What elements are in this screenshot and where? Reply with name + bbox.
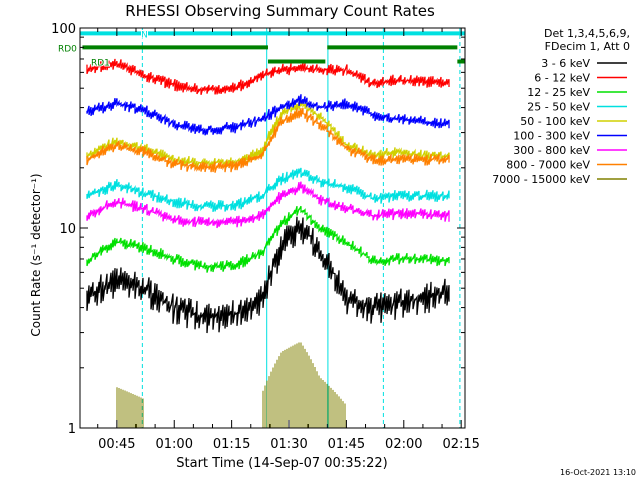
legend-header-line-1: Det 1,3,4,5,6,9, [544, 27, 630, 40]
series-line-7 [86, 107, 450, 173]
legend-label-8: 7000 - 15000 keV [492, 173, 590, 186]
flag-label-0: N [141, 30, 148, 40]
x-axis-label: Start Time (14-Sep-07 00:35:22) [176, 456, 387, 471]
flag-bars: N RD0 RD1 [57, 29, 465, 69]
series-line-3 [86, 167, 450, 213]
series-line-4 [86, 99, 450, 169]
x-tick-label-5: 02:00 [385, 437, 422, 452]
legend-label-2: 12 - 25 keV [527, 86, 590, 99]
legend-header-line-2: FDecim 1, Att 0 [545, 40, 630, 53]
legend-label-3: 25 - 50 keV [527, 101, 590, 114]
x-tick-label-6: 02:15 [442, 437, 479, 452]
legend-label-4: 50 - 100 keV [520, 115, 590, 128]
chart-title: RHESSI Observing Summary Count Rates [125, 2, 435, 20]
y-axis-label: Count Rate (s⁻¹ detector⁻¹) [29, 173, 43, 336]
legend-label-0: 3 - 6 keV [541, 57, 590, 70]
flag-label-1: RD0 [58, 44, 77, 54]
flag-label-2: RD1 [91, 58, 110, 68]
series-line-5 [86, 94, 450, 136]
legend-label-7: 800 - 7000 keV [506, 159, 590, 172]
timestamp: 16-Oct-2021 13:10 [560, 468, 636, 477]
series-line-6 [86, 181, 450, 229]
series-line-1 [86, 58, 450, 95]
plot-area [86, 28, 461, 428]
axes: 1 10 100 00:45 01:00 01:15 01:30 01:45 02:00 02:1… [51, 22, 480, 452]
series-line-0 [86, 216, 450, 334]
x-tick-label-3: 01:30 [270, 437, 307, 452]
x-tick-label-1: 01:00 [156, 437, 193, 452]
series-line-2 [86, 205, 450, 273]
y-tick-label-0: 1 [68, 422, 76, 437]
x-tick-label-4: 01:45 [328, 437, 365, 452]
series-line-8 [116, 342, 346, 428]
y-tick-label-1: 10 [59, 222, 76, 237]
legend-label-1: 6 - 12 keV [534, 72, 590, 85]
y-tick-label-2: 100 [51, 22, 76, 37]
legend-label-5: 100 - 300 keV [513, 130, 590, 143]
legend-label-6: 300 - 800 keV [513, 144, 590, 157]
x-tick-label-2: 01:15 [213, 437, 250, 452]
x-tick-label-0: 00:45 [98, 437, 135, 452]
